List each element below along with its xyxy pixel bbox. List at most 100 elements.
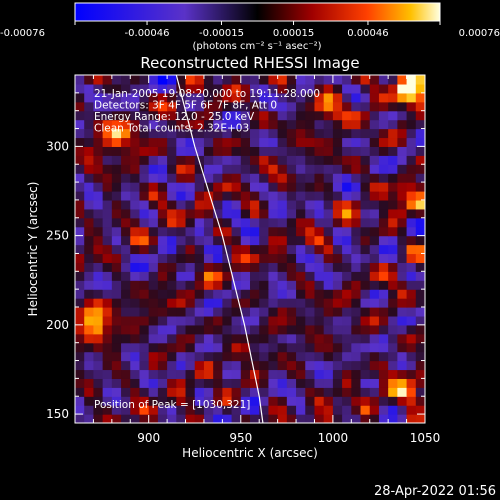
heatmap-cell bbox=[332, 110, 343, 121]
heatmap-cell bbox=[84, 235, 95, 246]
heatmap-cell bbox=[139, 173, 150, 183]
heatmap-cell bbox=[259, 164, 270, 174]
heatmap-cell bbox=[139, 235, 150, 246]
heatmap-cell bbox=[93, 146, 104, 156]
heatmap-cell bbox=[388, 235, 398, 246]
heatmap-cell bbox=[250, 396, 260, 406]
heatmap-cell bbox=[296, 333, 306, 344]
heatmap-cell bbox=[360, 137, 371, 147]
chart-title: Reconstructed RHESSI Image bbox=[140, 54, 359, 72]
heatmap-cell bbox=[351, 378, 362, 388]
heatmap-cell bbox=[406, 324, 417, 335]
heatmap-cell bbox=[305, 164, 316, 174]
heatmap-cell bbox=[360, 235, 371, 246]
heatmap-cell bbox=[250, 164, 260, 174]
heatmap-cell bbox=[250, 226, 260, 237]
heatmap-cell bbox=[222, 253, 233, 263]
heatmap-cell bbox=[378, 164, 389, 174]
heatmap-cell bbox=[75, 83, 85, 94]
heatmap-cell bbox=[342, 280, 352, 290]
heatmap-cell bbox=[231, 119, 242, 130]
heatmap-cell bbox=[342, 226, 352, 237]
heatmap-cell bbox=[388, 369, 398, 379]
heatmap-cell bbox=[157, 235, 168, 246]
heatmap-cell bbox=[415, 217, 425, 228]
heatmap-cell bbox=[360, 110, 371, 121]
heatmap-cell bbox=[203, 119, 214, 130]
heatmap-cell bbox=[415, 289, 425, 299]
heatmap-cell bbox=[388, 101, 398, 112]
heatmap-cell bbox=[378, 191, 389, 201]
heatmap-cell bbox=[148, 146, 159, 156]
heatmap-cell bbox=[222, 191, 233, 201]
heatmap-cell bbox=[130, 226, 141, 237]
heatmap-cell bbox=[397, 378, 408, 388]
heatmap-cell bbox=[185, 280, 196, 290]
heatmap-cell bbox=[148, 315, 159, 326]
heatmap-cell bbox=[231, 235, 242, 246]
heatmap-cell bbox=[305, 351, 316, 362]
heatmap-cell bbox=[84, 155, 95, 165]
heatmap-cell bbox=[296, 369, 306, 379]
heatmap-cell bbox=[406, 173, 417, 183]
heatmap-cell bbox=[185, 324, 196, 335]
heatmap-cell bbox=[360, 396, 371, 406]
heatmap-cell bbox=[250, 101, 260, 112]
heatmap-cell bbox=[296, 262, 306, 272]
heatmap-cell bbox=[75, 369, 85, 379]
heatmap-cell bbox=[250, 235, 260, 246]
heatmap-cell bbox=[213, 92, 223, 103]
heatmap-cell bbox=[360, 289, 371, 299]
heatmap-cell bbox=[323, 199, 334, 210]
heatmap-cell bbox=[332, 244, 343, 255]
heatmap-cell bbox=[314, 369, 325, 379]
heatmap-cell bbox=[250, 182, 260, 192]
heatmap-cell bbox=[93, 315, 104, 326]
heatmap-cell bbox=[148, 75, 159, 85]
heatmap-cell bbox=[111, 217, 122, 228]
heatmap-cell bbox=[84, 199, 95, 210]
heatmap-cell bbox=[194, 280, 205, 290]
heatmap-cell bbox=[111, 369, 122, 379]
heatmap-cell bbox=[351, 155, 362, 165]
heatmap-cell bbox=[259, 369, 270, 379]
heatmap-cell bbox=[351, 128, 362, 139]
heatmap-cell bbox=[222, 110, 233, 121]
heatmap-cell bbox=[75, 298, 85, 308]
heatmap-cell bbox=[277, 155, 288, 165]
heatmap-cell bbox=[203, 414, 214, 423]
heatmap-cell bbox=[139, 83, 150, 94]
heatmap-cell bbox=[397, 315, 408, 326]
heatmap-cell bbox=[93, 307, 104, 317]
heatmap-cell bbox=[305, 315, 316, 326]
heatmap-cell bbox=[102, 110, 113, 121]
heatmap-cell bbox=[111, 378, 122, 388]
heatmap-cell bbox=[231, 369, 242, 379]
heatmap-cell bbox=[139, 182, 150, 192]
heatmap-cell bbox=[259, 378, 270, 388]
colorbar-tick-label: -0.00046 bbox=[125, 28, 170, 39]
heatmap-cell bbox=[148, 360, 159, 371]
heatmap-cell bbox=[102, 351, 113, 362]
heatmap-cell bbox=[406, 92, 417, 103]
heatmap-cell bbox=[406, 244, 417, 255]
heatmap-cell bbox=[305, 101, 316, 112]
heatmap-cell bbox=[157, 226, 168, 237]
heatmap-cell bbox=[121, 289, 131, 299]
heatmap-cell bbox=[406, 191, 417, 201]
heatmap-cell bbox=[378, 342, 389, 353]
heatmap-cell bbox=[342, 387, 352, 397]
heatmap-cell bbox=[93, 289, 104, 299]
heatmap-cell bbox=[231, 253, 242, 263]
heatmap-cell bbox=[388, 315, 398, 326]
heatmap-cell bbox=[360, 315, 371, 326]
heatmap-cell bbox=[378, 146, 389, 156]
heatmap-cell bbox=[360, 191, 371, 201]
heatmap-cell bbox=[268, 244, 279, 255]
heatmap-cell bbox=[388, 110, 398, 121]
heatmap-cell bbox=[277, 128, 288, 139]
heatmap-cell bbox=[296, 101, 306, 112]
heatmap-cell bbox=[305, 155, 316, 165]
heatmap-cell bbox=[277, 414, 288, 423]
heatmap-cell bbox=[277, 271, 288, 281]
